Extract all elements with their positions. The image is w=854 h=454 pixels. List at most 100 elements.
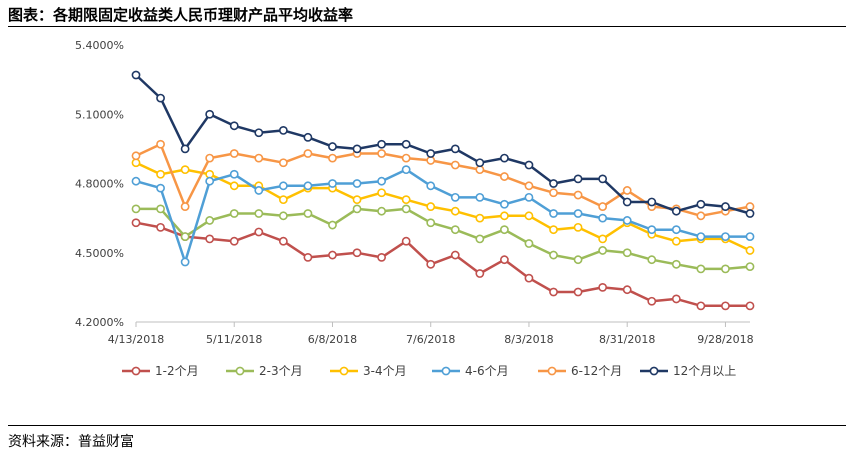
x-tick-label: 9/28/2018 (697, 333, 753, 346)
data-point (278, 236, 288, 246)
data-point (671, 259, 681, 269)
legend-label: 12个月以上 (673, 364, 736, 378)
data-point (622, 216, 632, 225)
data-point (401, 236, 411, 246)
data-point (475, 165, 485, 175)
legend-item: 6-12个月 (538, 364, 622, 378)
data-point (745, 209, 755, 218)
x-tick-label: 8/3/2018 (504, 333, 553, 346)
data-point (328, 220, 337, 230)
data-point (278, 211, 288, 221)
data-point (622, 186, 632, 195)
data-point (303, 252, 313, 262)
data-point (156, 139, 165, 149)
source-note: 资料来源：普益财富 (8, 434, 134, 450)
data-point (156, 222, 165, 232)
legend-label: 4-6个月 (465, 364, 509, 378)
legend-item: 2-3个月 (226, 364, 303, 378)
data-point (401, 204, 411, 214)
data-point (278, 181, 288, 191)
data-point (721, 264, 730, 274)
data-point (450, 225, 460, 235)
data-point (352, 204, 362, 214)
data-point (401, 139, 411, 149)
data-point (450, 206, 460, 216)
data-point (475, 269, 485, 278)
data-point (328, 142, 337, 151)
data-point (450, 250, 460, 260)
y-tick-label: 4.2000% (75, 316, 124, 329)
legend-label: 2-3个月 (259, 364, 303, 378)
data-point (156, 204, 165, 214)
data-point (524, 211, 534, 221)
data-point (647, 255, 657, 265)
legend-swatch-marker (339, 366, 349, 376)
data-point (573, 222, 583, 232)
data-point (131, 70, 141, 80)
data-point (328, 153, 337, 163)
data-point (377, 176, 386, 186)
data-point (598, 282, 608, 292)
data-point (573, 174, 583, 184)
data-point (205, 109, 215, 119)
series-2 (131, 204, 755, 274)
data-point (156, 169, 165, 179)
data-point (254, 209, 264, 218)
legend-swatch-marker (131, 366, 141, 376)
data-point (524, 273, 534, 283)
data-point (450, 144, 460, 154)
data-point (278, 158, 288, 168)
data-point (745, 301, 755, 311)
data-point (303, 181, 313, 191)
data-point (573, 255, 583, 265)
x-tick-label: 8/31/2018 (599, 333, 655, 346)
data-point (303, 209, 313, 218)
data-point (475, 213, 485, 223)
data-point (131, 204, 141, 214)
data-point (426, 218, 436, 228)
data-point (475, 158, 485, 168)
legend-item: 3-4个月 (330, 364, 407, 378)
data-point (745, 262, 755, 271)
data-point (156, 93, 165, 103)
data-point (131, 176, 141, 186)
data-point (524, 181, 534, 191)
series-5 (131, 139, 755, 221)
data-point (352, 248, 362, 258)
data-point (573, 190, 583, 200)
data-point (499, 211, 509, 221)
data-point (377, 252, 386, 262)
y-axis: 4.2000% 4.5000% 4.8000% 5.1000% 5.4000% (75, 39, 124, 329)
series-4 (131, 165, 755, 267)
series-6 (131, 70, 755, 218)
data-point (499, 199, 509, 209)
legend: 1-2个月 2-3个月 3-4个月 4-6个月 6-12个月 12个月以上 (122, 364, 736, 378)
data-point (205, 153, 215, 163)
data-point (499, 225, 509, 235)
data-point (377, 139, 386, 149)
data-point (426, 259, 436, 269)
data-point (499, 255, 509, 265)
data-point (352, 179, 362, 188)
data-point (549, 287, 558, 297)
data-point (303, 149, 313, 158)
data-point (598, 213, 608, 223)
data-point (180, 165, 190, 175)
y-tick-label: 4.8000% (75, 178, 124, 191)
data-point (573, 209, 583, 218)
data-point (598, 202, 608, 211)
data-point (401, 153, 411, 163)
data-point (647, 197, 657, 207)
data-point (254, 227, 264, 237)
data-point (328, 250, 337, 260)
legend-swatch-marker (235, 366, 245, 376)
data-point (622, 197, 632, 207)
legend-label: 3-4个月 (363, 364, 407, 378)
data-point (721, 301, 730, 311)
data-point (254, 128, 264, 138)
legend-item: 12个月以上 (640, 364, 736, 378)
x-tick-label: 6/8/2018 (308, 333, 357, 346)
x-axis: 4/13/2018 5/11/2018 6/8/2018 7/6/2018 8/3/20… (108, 321, 754, 346)
data-point (450, 192, 460, 202)
data-point (647, 296, 657, 306)
